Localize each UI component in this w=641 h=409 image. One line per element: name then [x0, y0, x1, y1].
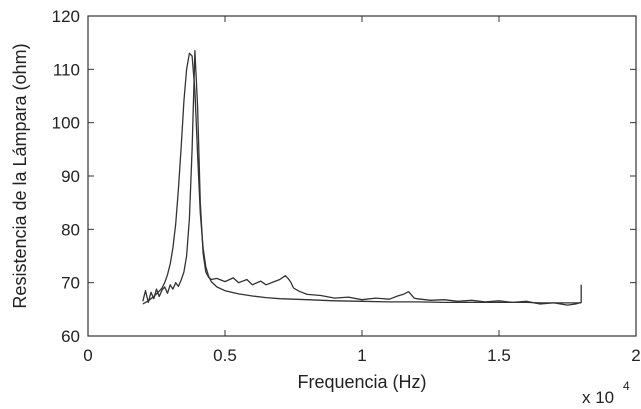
x-tick-label: 1.5	[487, 346, 511, 365]
ticks-layer: 0 0.5 1 1.5 2 60 70 80 90 100 110 120	[52, 7, 641, 365]
plot-area-frame	[87, 15, 637, 337]
series-line-2	[142, 50, 582, 306]
series-line-1	[142, 52, 582, 305]
y-tick-label: 60	[61, 327, 80, 346]
x-axis-label: Frequencia (Hz)	[297, 372, 426, 392]
y-tick-label: 80	[61, 220, 80, 239]
x-tick-label: 1	[357, 346, 366, 365]
y-tick-label: 70	[61, 274, 80, 293]
y-tick-label: 90	[61, 167, 80, 186]
x-tick-label: 2	[631, 346, 640, 365]
series-layer	[142, 50, 582, 306]
y-axis-label: Resistencia de la Lámpara (ohm)	[10, 43, 30, 308]
x-multiplier-label: x 10	[582, 388, 614, 407]
y-tick-label: 100	[52, 114, 80, 133]
y-tick-label: 110	[53, 60, 80, 79]
x-tick-label: 0	[83, 346, 92, 365]
x-multiplier-exponent: 4	[623, 379, 630, 393]
x-tick-label: 0.5	[213, 346, 237, 365]
y-tick-label: 120	[52, 7, 80, 26]
